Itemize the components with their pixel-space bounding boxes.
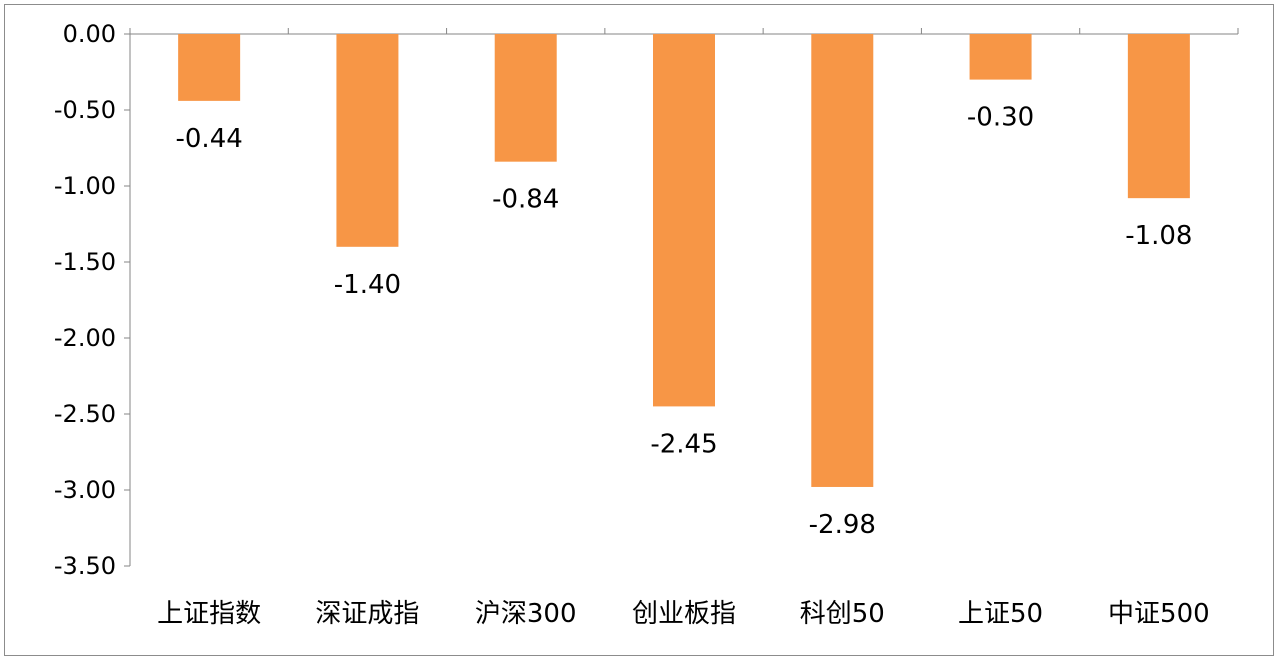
y-tick-label: -0.50 bbox=[54, 96, 116, 124]
data-label: -1.08 bbox=[1125, 221, 1192, 251]
y-tick-label: -1.00 bbox=[54, 172, 116, 200]
y-tick-label: -2.50 bbox=[54, 400, 116, 428]
y-tick-label: -1.50 bbox=[54, 248, 116, 276]
y-tick-label: -2.00 bbox=[54, 324, 116, 352]
category-label: 创业板指 bbox=[632, 599, 736, 629]
category-label: 上证50 bbox=[958, 599, 1043, 629]
bar bbox=[336, 34, 399, 247]
data-label: -0.44 bbox=[176, 124, 243, 154]
category-label: 沪深300 bbox=[475, 599, 577, 629]
y-tick-label: 0.00 bbox=[63, 20, 116, 48]
category-label: 科创50 bbox=[800, 599, 885, 629]
y-tick-label: -3.50 bbox=[54, 552, 116, 580]
y-tick-label: -3.00 bbox=[54, 476, 116, 504]
bar-chart: 0.00 -0.50 -1.00 -1.50 -2.00 -2.50 -3.00 -3.50 -… bbox=[54, 20, 1239, 629]
category-label: 上证指数 bbox=[157, 599, 261, 629]
category-label: 深证成指 bbox=[315, 599, 419, 629]
data-label: -0.30 bbox=[967, 103, 1034, 133]
data-label: -1.40 bbox=[334, 270, 401, 300]
bar bbox=[811, 34, 874, 487]
bar bbox=[653, 34, 715, 407]
data-label: -0.84 bbox=[492, 185, 559, 215]
bar bbox=[1127, 34, 1190, 199]
data-label: -2.98 bbox=[809, 510, 876, 540]
data-label: -2.45 bbox=[650, 429, 717, 459]
bar bbox=[494, 34, 557, 162]
bar bbox=[969, 34, 1032, 80]
bar bbox=[178, 34, 241, 101]
chart-frame: 0.00 -0.50 -1.00 -1.50 -2.00 -2.50 -3.00 -3.50 -… bbox=[4, 4, 1274, 656]
category-label: 中证500 bbox=[1108, 599, 1210, 629]
